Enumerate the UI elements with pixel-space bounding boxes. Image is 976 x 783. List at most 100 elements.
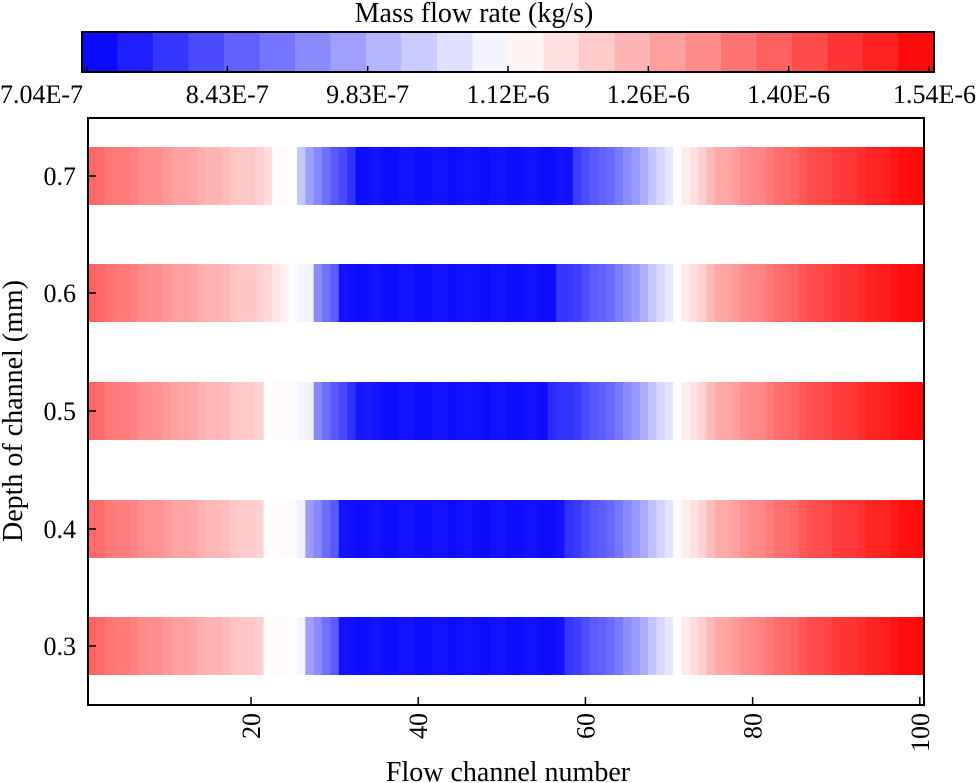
heatmap-cell [414,617,423,675]
heatmap-cell [556,147,566,205]
heatmap-cell [606,500,616,558]
heatmap-cell [205,500,214,558]
heatmap-cell [572,264,582,322]
heatmap-cell [113,617,122,675]
heatmap-cell [898,382,908,440]
heatmap-cell [480,264,490,322]
heatmap-cell [857,264,866,322]
heatmap-cell [388,264,398,322]
heatmap-cell [305,147,315,205]
heatmap-cell [480,500,490,558]
heatmap-cell [104,617,114,675]
heatmap-cell [639,617,649,675]
heatmap-cell [439,500,448,558]
heatmap-cell [506,617,515,675]
heatmap-cell [280,617,290,675]
plot-area: 20 40 60 80 100 0.7 0.6 0.5 0.4 0.3 Flow channel… [0,117,935,783]
heatmap-cell [347,617,357,675]
heatmap-cell [614,382,624,440]
heatmap-cell [205,617,214,675]
heatmap-cell [455,147,465,205]
colorbar-segment [898,32,935,72]
heatmap-cell [798,147,808,205]
heatmap-cell [832,147,841,205]
heatmap-cell [781,147,791,205]
heatmap-cell [288,382,298,440]
heatmap-cell [497,147,507,205]
colorbar-segment [721,32,758,72]
heatmap-cell [246,147,256,205]
heatmap-cell [715,617,724,675]
heatmap-cell [715,147,724,205]
heatmap-cell [798,264,808,322]
heatmap-cell [589,617,599,675]
heatmap-cell [330,382,340,440]
heatmap-cell [380,500,390,558]
colorbar-segment [614,32,651,72]
heatmap-cell [129,264,139,322]
heatmap-cell [221,617,231,675]
heatmap-cell [806,147,816,205]
heatmap-cell [898,500,908,558]
heatmap-cell [748,617,758,675]
heatmap-cell [731,617,741,675]
heatmap-cell [631,617,641,675]
heatmap-cell [255,500,265,558]
heatmap-cell [388,617,398,675]
colorbar-tick-label: 8.43E-7 [186,80,269,109]
heatmap-cell [689,264,699,322]
heatmap-cell [547,264,557,322]
heatmap-cell [681,617,691,675]
heatmap-cell [815,264,825,322]
heatmap-cell [832,264,841,322]
heatmap-cell [246,500,256,558]
heatmap-cell [589,264,599,322]
heatmap-cell [890,500,900,558]
heatmap-cell [297,500,306,558]
heatmap-cell [472,617,482,675]
heatmap-cell [497,264,507,322]
heatmap-cell [882,264,892,322]
heatmap-cell [255,382,265,440]
heatmap-cell [715,382,724,440]
heatmap-cell [706,500,716,558]
heatmap-cell [221,500,231,558]
heatmap-cell [313,147,323,205]
heatmap-cell [330,617,340,675]
heatmap-cell [614,147,624,205]
heatmap-cell [113,500,122,558]
heatmap-cell [489,147,499,205]
heatmap-cell [355,617,365,675]
colorbar-segment [330,32,367,72]
heatmap-cell [681,382,691,440]
heatmap-cell [589,147,599,205]
heatmap-cell [104,500,114,558]
heatmap-cell [865,147,875,205]
heatmap-cell [447,617,457,675]
heatmap-cell [664,264,674,322]
heatmap-cell [455,264,465,322]
heatmap-cell [146,500,156,558]
heatmap-cell [305,382,315,440]
colorbar-segment [188,32,225,72]
heatmap-cell [430,617,440,675]
heatmap-cell [815,500,825,558]
heatmap-cell [297,147,306,205]
heatmap-cell [480,147,490,205]
heatmap-cell [430,147,440,205]
heatmap-cell [405,147,415,205]
heatmap-cell [907,147,917,205]
heatmap-cell [648,500,657,558]
heatmap-cell [397,500,407,558]
colorbar-segment [685,32,722,72]
heatmap-cell [639,382,649,440]
heatmap-cell [121,500,131,558]
heatmap-cell [823,617,833,675]
heatmap-cell [230,382,239,440]
heatmap-cell [798,500,808,558]
heatmap-cell [104,147,114,205]
colorbar-segment [117,32,154,72]
x-axis-label: Flow channel number [386,757,631,783]
heatmap-cell [873,500,883,558]
